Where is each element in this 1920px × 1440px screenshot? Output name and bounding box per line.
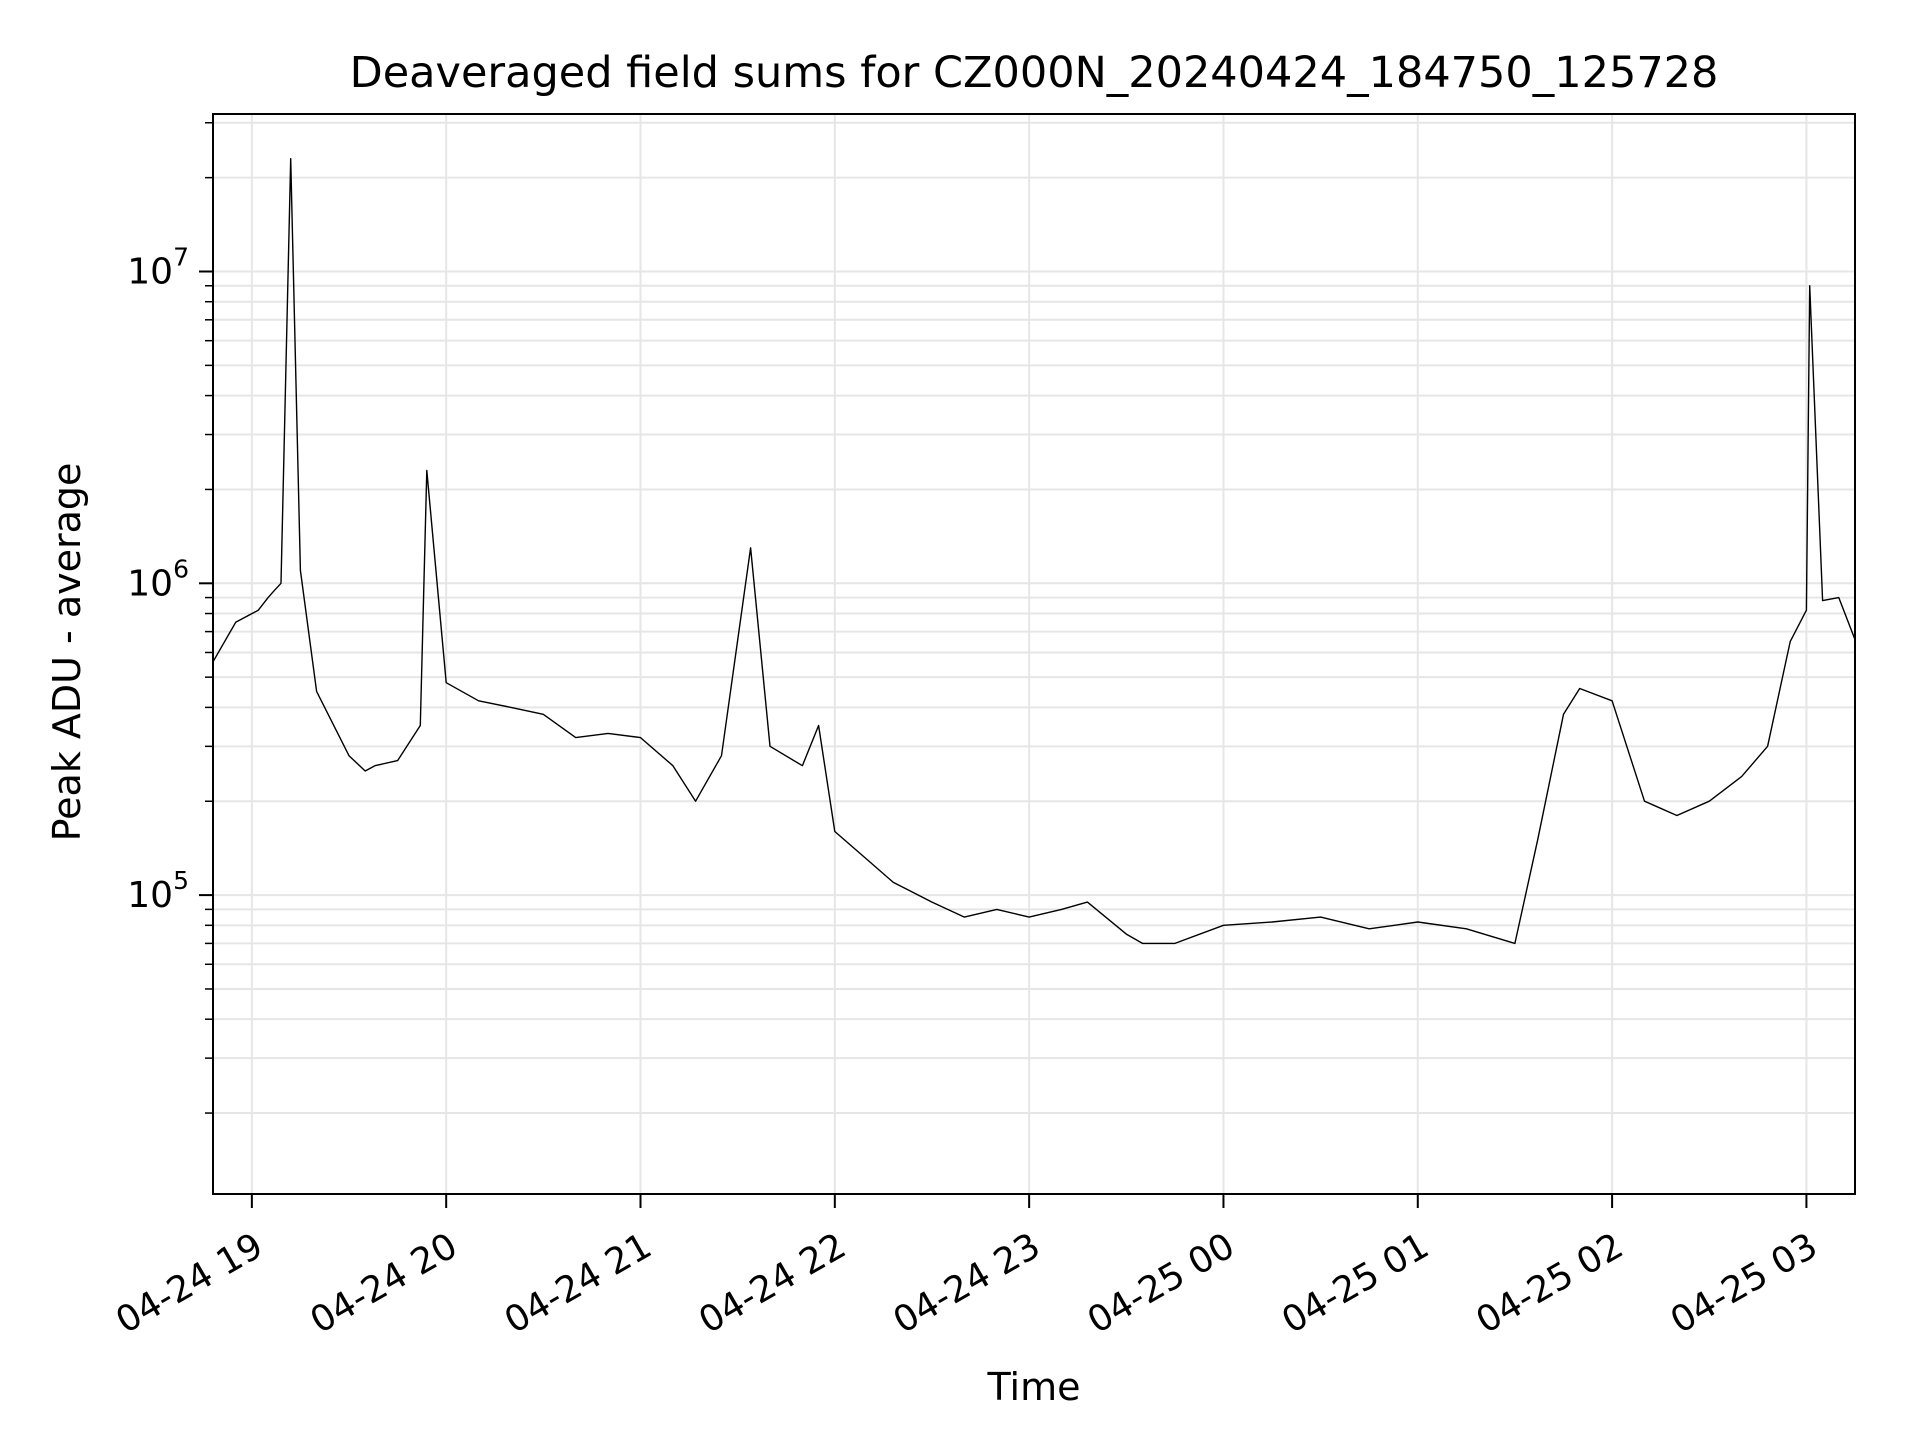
y-tick-label: 107 [127, 243, 189, 293]
series-line-0 [212, 157, 1856, 945]
y-tick-exponent: 6 [173, 554, 189, 583]
plot-frame [212, 113, 1856, 1195]
y-tick-label: 106 [127, 554, 189, 604]
series-layer [212, 157, 1856, 945]
y-tick-exponent: 5 [173, 866, 189, 895]
y-tick-base: 10 [127, 252, 173, 293]
x-axis-label: Time [987, 1365, 1081, 1409]
y-tick-base: 10 [127, 563, 173, 604]
y-tick-label: 105 [127, 866, 189, 916]
y-axis-label: Peak ADU - average [45, 463, 89, 842]
chart-title: Deaveraged field sums for CZ000N_2024042… [350, 48, 1719, 98]
grid [213, 114, 1855, 1194]
y-tick-exponent: 7 [173, 243, 189, 272]
y-tick-base: 10 [127, 875, 173, 916]
